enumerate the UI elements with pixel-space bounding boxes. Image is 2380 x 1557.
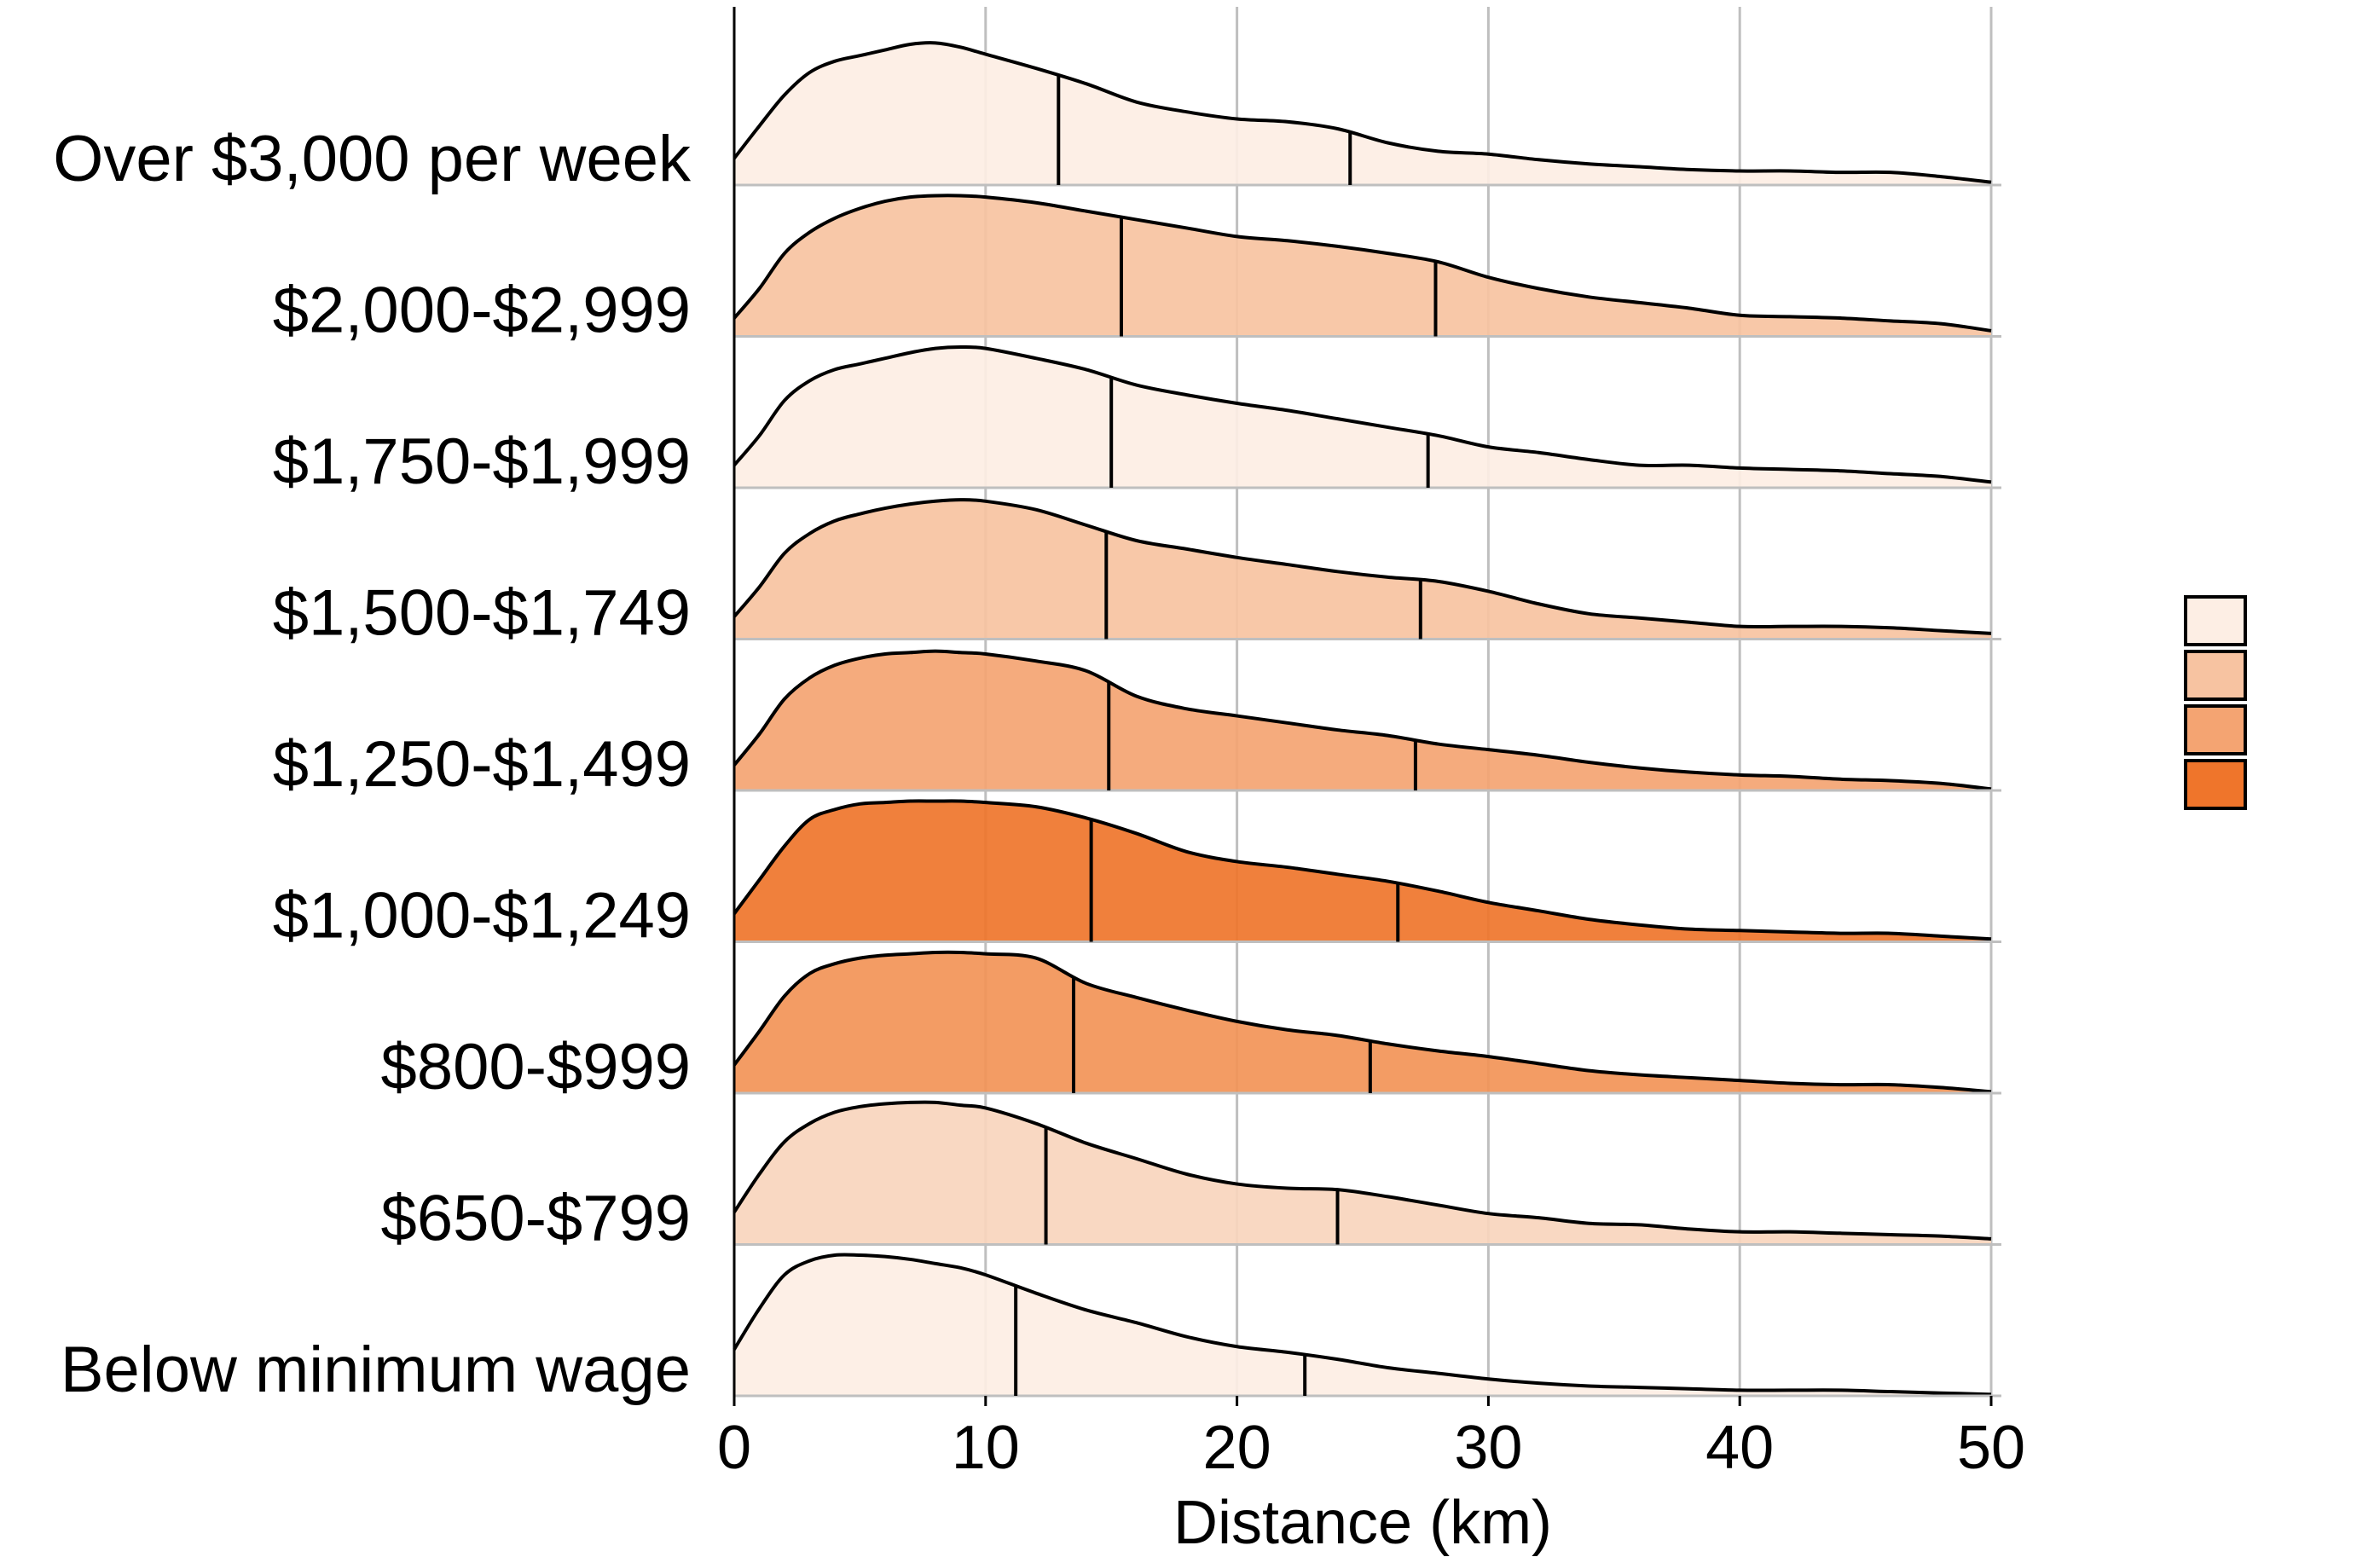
category-label: Over $3,000 per week: [53, 123, 692, 195]
legend-swatch: [2184, 704, 2247, 755]
ridge-group: [733, 799, 2001, 943]
color-legend: [2184, 595, 2247, 810]
legend-swatch: [2184, 759, 2247, 810]
ridge-outline: [733, 1253, 1992, 1397]
legend-swatch: [2184, 595, 2247, 646]
ridge-area: [734, 801, 1991, 942]
ridge-group: [733, 1100, 2001, 1246]
category-label: $650-$799: [381, 1183, 691, 1255]
ridge-area: [734, 346, 1991, 488]
ridge-group: [733, 194, 2001, 338]
ridge-outline: [733, 649, 1992, 791]
ridge-outline: [733, 344, 1992, 484]
x-axis-title: Distance (km): [1173, 1489, 1552, 1557]
ridge-outline: [733, 799, 1992, 941]
x-tick-label: 40: [1705, 1414, 1774, 1482]
category-label: $1,250-$1,499: [273, 728, 691, 801]
legend-swatch: [2184, 650, 2247, 701]
x-tick-label: 0: [717, 1414, 751, 1482]
category-label: $800-$999: [381, 1031, 691, 1103]
ridge-outline: [733, 1100, 1992, 1241]
category-label: Below minimum wage: [61, 1334, 691, 1406]
ridge-outline: [733, 498, 1992, 635]
x-tick-label: 10: [952, 1414, 1020, 1482]
x-axis: 0 10 20 30 40 50: [717, 7, 2025, 1482]
ridge-group: [733, 649, 2001, 792]
ridge-area: [734, 1254, 1991, 1396]
ridge-area: [734, 195, 1991, 337]
category-label: $1,750-$1,999: [273, 425, 691, 498]
x-tick-label: 50: [1957, 1414, 2025, 1482]
ridge-group: [733, 344, 2001, 489]
ridge-group: [733, 41, 2001, 187]
category-label: $2,000-$2,999: [273, 275, 691, 347]
x-tick-label: 30: [1454, 1414, 1522, 1482]
ridge-outline: [733, 950, 1992, 1094]
ridge-group: [733, 498, 2001, 640]
ridge-group: [733, 1253, 2001, 1398]
ridge-group: [733, 950, 2001, 1095]
category-labels: Over $3,000 per week $2,000-$2,999 $1,750-…: [53, 123, 692, 1406]
ridge-area: [734, 651, 1991, 790]
ridge-outline: [733, 41, 1992, 184]
category-label: $1,000-$1,249: [273, 880, 691, 952]
ridge-outline: [733, 194, 1992, 333]
ridge-area: [734, 43, 1991, 186]
x-tick-label: 20: [1203, 1414, 1271, 1482]
ridge-series: [733, 41, 2001, 1398]
ridge-area: [734, 500, 1991, 640]
category-label: $1,500-$1,749: [273, 577, 691, 650]
ridge-area: [734, 952, 1991, 1093]
ridge-area: [734, 1102, 1991, 1245]
